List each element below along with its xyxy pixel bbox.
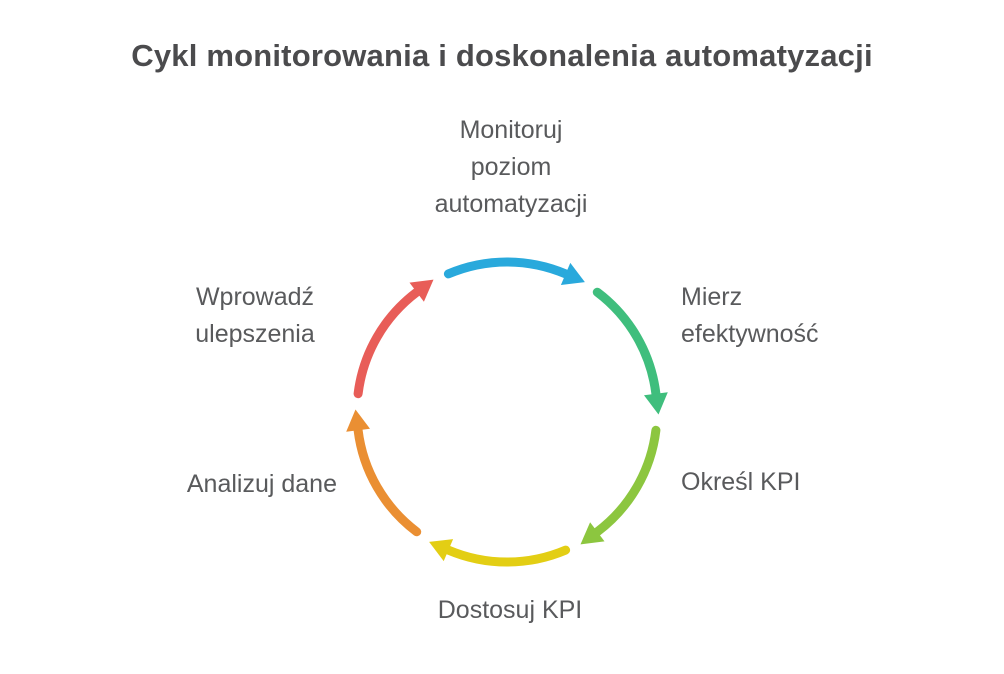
- cycle-arrow-lower-left-head: [346, 409, 370, 432]
- step-label-line: poziom: [470, 153, 552, 181]
- cycle-arrow-top-head: [560, 262, 585, 285]
- cycle-arrow-top-icon: [443, 257, 585, 285]
- step-label-line: Określ KPI: [681, 468, 801, 496]
- step-label-line: ulepszenia: [195, 320, 315, 348]
- cycle-arrow-lower-right-arc: [592, 425, 661, 537]
- cycle-arrow-top-arc: [443, 257, 571, 279]
- cycle-arrow-upper-left-arc: [353, 287, 422, 399]
- cycle-arrow-lower-left-arc: [353, 425, 422, 537]
- step-label-line: Analizuj dane: [186, 470, 337, 498]
- step-label-line: Dostosuj KPI: [437, 596, 583, 624]
- step-label-line: automatyzacji: [434, 190, 588, 218]
- cycle-arrow-lower-left-icon: [346, 409, 422, 537]
- step-label-line: Mierz: [681, 283, 743, 311]
- step-label-analizuj: Analizuj dane: [37, 466, 337, 503]
- cycle-arrow-bottom-head: [429, 539, 454, 562]
- cycle-arrow-lower-right-head: [580, 522, 605, 545]
- cycle-arrow-upper-left-icon: [353, 279, 434, 399]
- cycle-arrow-upper-right-arc: [592, 287, 661, 399]
- diagram-title: Cykl monitorowania i doskonalenia automa…: [131, 37, 873, 73]
- step-label-okresl: Określ KPI: [681, 464, 800, 501]
- cycle-arrow-upper-left-head: [409, 279, 434, 302]
- cycle-arrow-upper-right-head: [644, 392, 668, 415]
- cycle-arrow-lower-right-icon: [580, 425, 661, 545]
- step-label-mierz: Mierz efektywność: [681, 279, 819, 353]
- step-label-line: Monitoruj: [459, 116, 563, 144]
- step-label-dostosuj: Dostosuj KPI: [382, 592, 638, 629]
- step-label-monitoruj: Monitoruj poziom automatyzacji: [383, 112, 639, 223]
- cycle-arrow-bottom-icon: [429, 539, 571, 567]
- step-label-line: efektywność: [681, 320, 819, 348]
- step-label-wprowadz: Wprowadź ulepszenia: [145, 279, 365, 353]
- cycle-arrow-bottom-arc: [443, 545, 571, 567]
- cycle-arrow-upper-right-icon: [592, 287, 668, 415]
- step-label-line: Wprowadź: [195, 283, 315, 311]
